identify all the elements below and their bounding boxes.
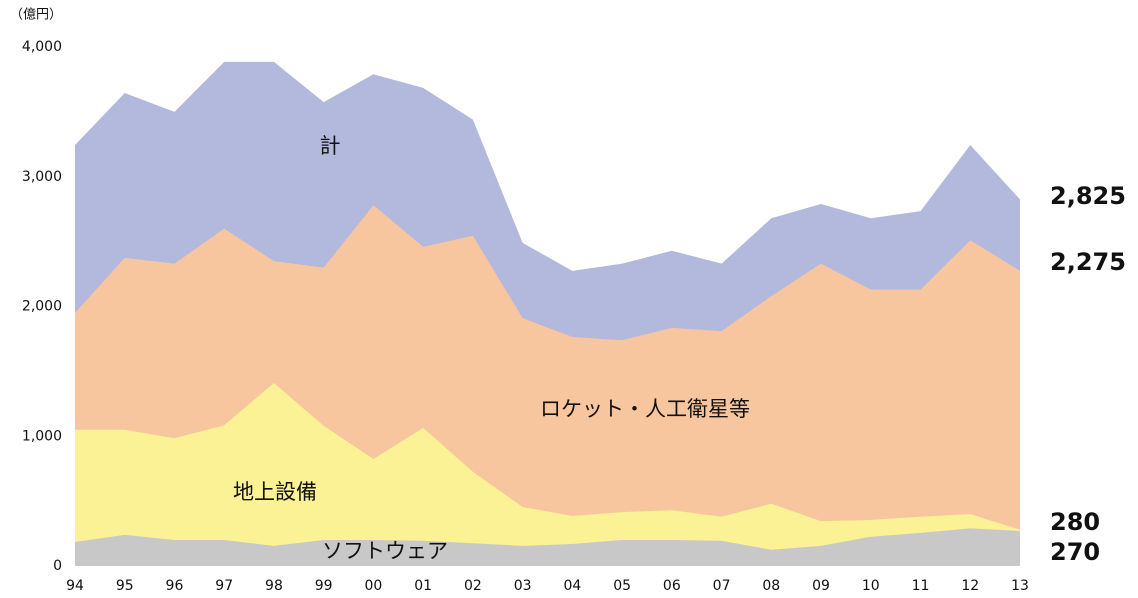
- x-tick-label: 11: [912, 578, 930, 594]
- series-label: 地上設備: [233, 480, 317, 504]
- x-tick-label: 99: [315, 578, 333, 594]
- x-tick-label: 98: [265, 578, 283, 594]
- x-tick-label: 03: [514, 578, 532, 594]
- value-label: 2,275: [1050, 248, 1126, 276]
- series-label: ロケット・人工衛星等: [540, 397, 750, 421]
- unit-label: （億円）: [10, 7, 62, 23]
- x-tick-label: 04: [563, 578, 581, 594]
- value-label: 2,825: [1050, 182, 1126, 210]
- x-tick-label: 07: [713, 578, 731, 594]
- x-tick-label: 12: [961, 578, 979, 594]
- x-tick-label: 97: [215, 578, 233, 594]
- y-tick-label: 1,000: [22, 428, 62, 444]
- x-tick-label: 00: [365, 578, 383, 594]
- y-tick-label: 4,000: [22, 39, 62, 55]
- x-tick-label: 94: [66, 578, 84, 594]
- value-label: 270: [1050, 538, 1100, 566]
- x-tick-label: 09: [812, 578, 830, 594]
- x-tick-label: 13: [1011, 578, 1029, 594]
- x-tick-label: 02: [464, 578, 482, 594]
- y-tick-label: 3,000: [22, 169, 62, 185]
- value-label: 280: [1050, 508, 1100, 536]
- x-tick-label: 06: [663, 578, 681, 594]
- x-tick-label: 95: [116, 578, 134, 594]
- y-tick-label: 0: [53, 558, 62, 574]
- series-label: ソフトウェア: [322, 539, 448, 563]
- x-tick-label: 08: [762, 578, 780, 594]
- x-tick-label: 96: [166, 578, 184, 594]
- x-tick-label: 05: [613, 578, 631, 594]
- area: [75, 383, 1020, 566]
- series-label: 計: [320, 134, 341, 158]
- x-tick-label: 10: [862, 578, 880, 594]
- area: [75, 528, 1020, 566]
- y-tick-label: 2,000: [22, 299, 62, 315]
- x-tick-label: 01: [414, 578, 432, 594]
